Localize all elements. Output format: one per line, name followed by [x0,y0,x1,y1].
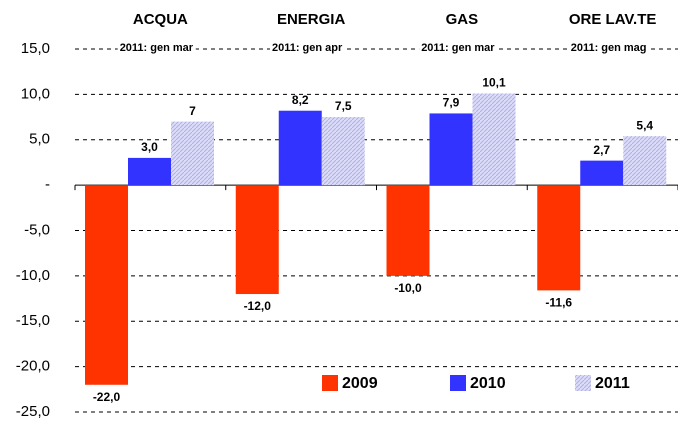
y-tick-label: -5,0 [24,221,50,238]
y-tick-label: 15,0 [21,40,50,57]
bar [85,185,128,385]
category-title: ORE LAV.TE [569,11,657,28]
category-subtitle: 2011: gen mar [120,42,194,54]
data-label: 8,2 [292,93,309,107]
legend-label: 2010 [470,375,506,392]
bar [171,121,214,186]
bar [235,185,279,295]
category-subtitle: 2011: gen apr [272,42,343,54]
bar [278,110,322,186]
bar [472,93,516,186]
data-label: 10,1 [482,76,506,90]
data-label: -22,0 [93,390,121,404]
bar [429,113,473,186]
y-tick-label: -10,0 [16,267,50,284]
subtitle-bg [419,41,498,54]
bar [386,185,430,276]
data-label: -12,0 [244,299,272,313]
y-tick-label: -15,0 [16,312,50,329]
data-label: 3,0 [141,140,158,154]
y-tick-label: -20,0 [16,358,50,375]
bar [623,136,667,186]
category-subtitle: 2011: gen mag [571,42,647,54]
data-label: -11,6 [545,296,572,310]
y-tick-label: -25,0 [16,403,50,420]
data-label: 2,7 [593,143,610,157]
y-tick-label: - [45,176,50,193]
bar [128,157,171,186]
legend-swatch [322,375,338,391]
category-title: ACQUA [133,11,188,28]
subtitle-bg [568,41,649,54]
legend-swatch [575,375,591,391]
subtitle-bg [269,41,345,54]
bar [580,160,624,186]
subtitle-bg [117,41,196,54]
legend-swatch [450,375,466,391]
category-title: ENERGIA [277,11,346,28]
data-label: 7,5 [335,99,352,113]
legend-label: 2009 [342,375,378,392]
category-title: GAS [446,11,479,28]
bar [321,117,365,186]
category-subtitle: 2011: gen mar [421,42,495,54]
data-label: 7,9 [443,96,460,110]
data-label: 7 [189,104,196,118]
data-label: 5,4 [636,118,653,132]
bar [537,185,581,291]
data-label: -10,0 [394,281,422,295]
y-tick-label: 5,0 [29,131,50,148]
y-tick-label: 10,0 [21,85,50,102]
legend-label: 2011 [595,375,630,392]
